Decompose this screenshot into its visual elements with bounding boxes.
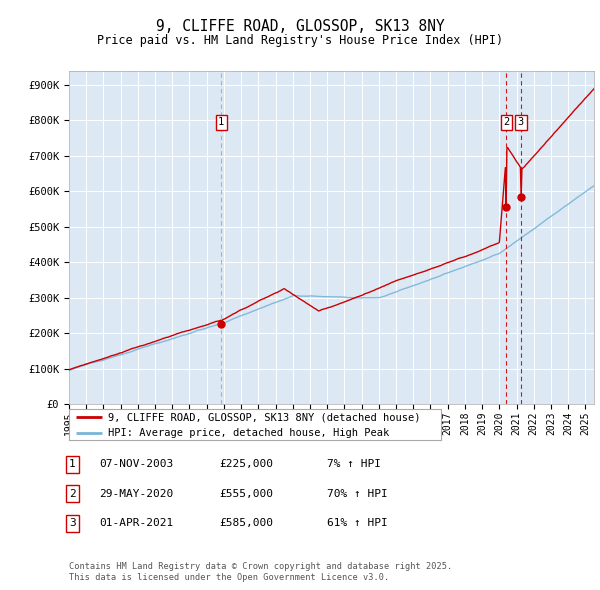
Text: 1: 1	[218, 117, 224, 127]
Text: 29-MAY-2020: 29-MAY-2020	[99, 489, 173, 499]
Text: HPI: Average price, detached house, High Peak: HPI: Average price, detached house, High…	[108, 428, 389, 438]
Text: 2: 2	[69, 489, 76, 499]
Text: 3: 3	[69, 519, 76, 528]
Text: 2: 2	[503, 117, 509, 127]
Text: £585,000: £585,000	[219, 519, 273, 528]
Text: 01-APR-2021: 01-APR-2021	[99, 519, 173, 528]
Text: 61% ↑ HPI: 61% ↑ HPI	[327, 519, 388, 528]
Text: £225,000: £225,000	[219, 460, 273, 469]
Text: 3: 3	[518, 117, 524, 127]
Text: This data is licensed under the Open Government Licence v3.0.: This data is licensed under the Open Gov…	[69, 572, 389, 582]
Text: 7% ↑ HPI: 7% ↑ HPI	[327, 460, 381, 469]
Text: Contains HM Land Registry data © Crown copyright and database right 2025.: Contains HM Land Registry data © Crown c…	[69, 562, 452, 571]
Text: 07-NOV-2003: 07-NOV-2003	[99, 460, 173, 469]
Text: 1: 1	[69, 460, 76, 469]
Text: 70% ↑ HPI: 70% ↑ HPI	[327, 489, 388, 499]
Text: 9, CLIFFE ROAD, GLOSSOP, SK13 8NY: 9, CLIFFE ROAD, GLOSSOP, SK13 8NY	[155, 19, 445, 34]
Text: 9, CLIFFE ROAD, GLOSSOP, SK13 8NY (detached house): 9, CLIFFE ROAD, GLOSSOP, SK13 8NY (detac…	[108, 412, 421, 422]
Text: Price paid vs. HM Land Registry's House Price Index (HPI): Price paid vs. HM Land Registry's House …	[97, 34, 503, 47]
Text: £555,000: £555,000	[219, 489, 273, 499]
